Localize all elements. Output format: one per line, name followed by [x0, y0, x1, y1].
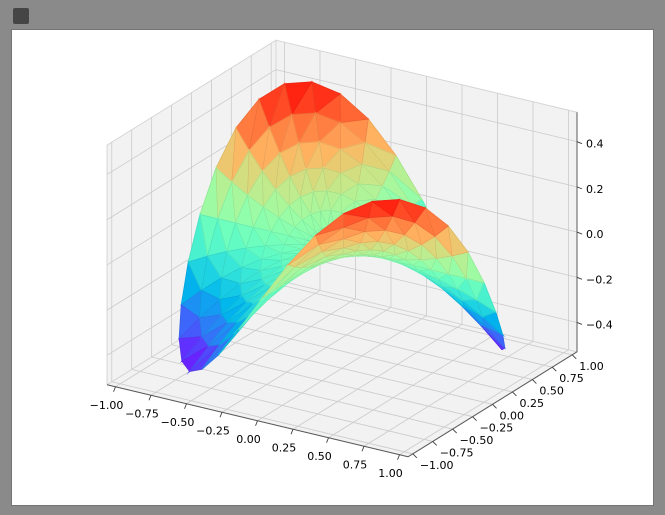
3d-trisurf-plot — [12, 30, 653, 505]
window-icon — [13, 8, 29, 24]
matplotlib-figure — [12, 30, 653, 505]
